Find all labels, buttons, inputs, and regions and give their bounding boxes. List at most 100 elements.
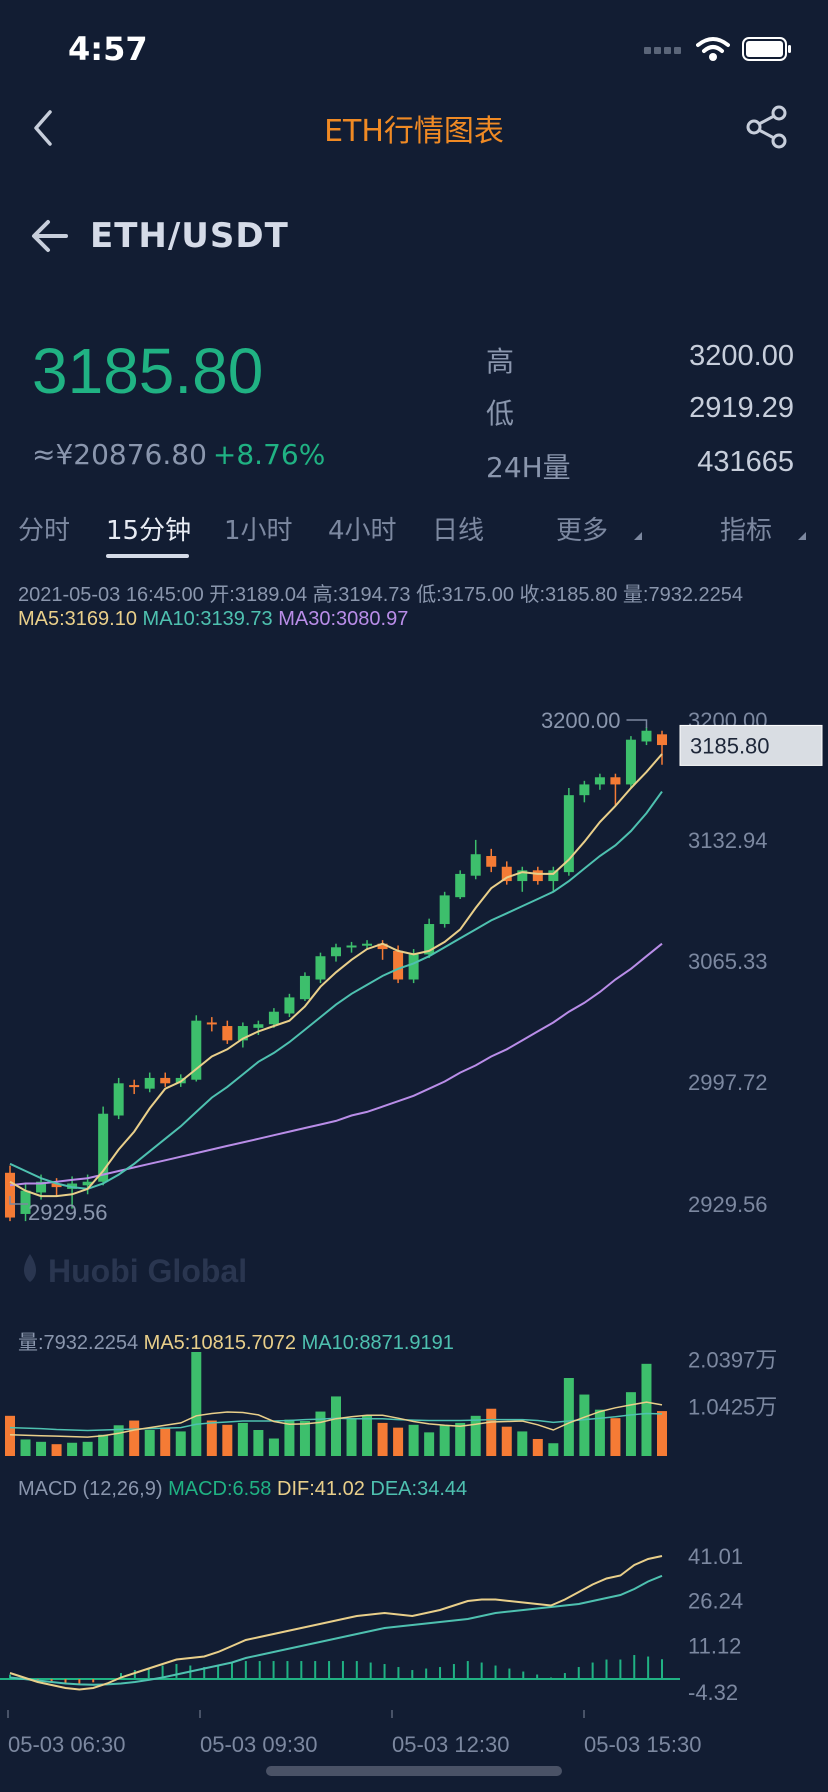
share-icon[interactable] [744, 104, 790, 150]
candle-body [113, 1083, 124, 1116]
candle-body [237, 1026, 248, 1041]
tab-15min[interactable]: 15分钟 [106, 516, 192, 546]
tab-4hour[interactable]: 4小时 [328, 516, 397, 546]
tab-daily[interactable]: 日线 [432, 516, 485, 546]
volume-bar [299, 1421, 310, 1456]
candle-body [548, 870, 559, 882]
volume-bar [20, 1439, 31, 1456]
candle-body [470, 854, 481, 876]
tab-timeshare[interactable]: 分时 [18, 516, 71, 546]
volume-bar [362, 1415, 373, 1456]
volume-bar [113, 1425, 124, 1456]
macd-params: MACD (12,26,9) [18, 1478, 163, 1500]
time-axis-label: 05-03 12:30 [392, 1732, 509, 1757]
ma5-value: MA5:3169.10 [18, 608, 137, 630]
tab-more[interactable]: 更多 [556, 516, 609, 546]
macd-axis-tick: 11.12 [688, 1634, 741, 1659]
dif-line [9, 1555, 663, 1691]
volume-bar [160, 1427, 171, 1456]
candle-body [268, 1011, 279, 1025]
back-chevron-icon[interactable] [26, 106, 66, 150]
volume-bar [67, 1442, 78, 1456]
candle-body [610, 777, 621, 785]
candle-body [331, 947, 341, 957]
pair-name[interactable]: ETH/USDT [90, 216, 289, 256]
candle-body [20, 1190, 31, 1214]
watermark-text: Huobi Global [48, 1253, 247, 1289]
volume-ma5: MA5:10815.7072 [143, 1332, 297, 1354]
tab-1hour[interactable]: 1小时 [224, 516, 293, 546]
interval-tabs: 分时 15分钟 1小时 4小时 日线 更多 指标 [0, 510, 828, 560]
volume-bar [268, 1438, 279, 1456]
ma30-line [9, 942, 663, 1187]
price-axis-tick: 2997.72 [688, 1070, 768, 1095]
macd-axis-tick: 41.01 [688, 1544, 743, 1569]
cny-price: ≈¥20876.80 [32, 438, 207, 471]
min-marker-line [9, 1196, 28, 1205]
last-price: 3185.80 [32, 335, 264, 407]
status-icons [644, 36, 792, 62]
dea-line [9, 1574, 663, 1686]
candle-body [299, 975, 310, 1000]
candle-body [284, 997, 295, 1014]
volume-24h-label: 24H量 [486, 451, 571, 484]
min-price-label: 2929.56 [28, 1200, 108, 1225]
price-subline: ≈¥20876.80 +8.76% [32, 438, 325, 471]
candle-body [517, 870, 528, 882]
candle-body [82, 1181, 93, 1186]
volume-bar [439, 1425, 450, 1456]
candle-body [129, 1085, 140, 1088]
candle-body [253, 1024, 264, 1028]
price-change: +8.76% [212, 438, 326, 471]
volume-bar [594, 1409, 605, 1456]
max-marker-line [626, 719, 648, 728]
ma10-line [9, 791, 663, 1190]
candle-body [439, 895, 450, 925]
candle-body [455, 873, 466, 898]
page-title: ETH行情图表 [324, 114, 504, 149]
low-label: 低 [486, 397, 515, 430]
arrow-left-icon[interactable] [30, 216, 70, 256]
macd-axis-tick: 26.24 [688, 1588, 743, 1613]
volume-bar [424, 1432, 435, 1456]
high-value: 3200.00 [689, 340, 794, 372]
max-price-label: 3200.00 [541, 708, 621, 733]
volume-bar [579, 1394, 590, 1456]
volume-24h-value: 431665 [697, 446, 794, 478]
volume-bar [563, 1378, 574, 1456]
volume-bar [408, 1424, 419, 1456]
candle-body [36, 1181, 47, 1193]
home-indicator [266, 1766, 562, 1776]
indicators-dropdown-icon [798, 532, 806, 540]
time-axis-label: 05-03 06:30 [8, 1732, 125, 1757]
volume-bar [144, 1430, 155, 1456]
candle-body [579, 784, 590, 796]
candle-body [144, 1077, 155, 1089]
candle-body [315, 956, 326, 980]
volume-bar [315, 1411, 326, 1456]
price-axis-tick: 2929.56 [688, 1192, 768, 1217]
macd-axis-tick: -4.32 [688, 1680, 738, 1705]
ma10-value: MA10:3139.73 [142, 608, 273, 630]
candle-body [594, 777, 605, 785]
dif-value: DIF:41.02 [277, 1478, 365, 1500]
kline-ma-info: MA5:3169.10 MA10:3139.73 MA30:3080.97 [18, 608, 408, 631]
volume-bar [470, 1415, 481, 1456]
tab-indicators[interactable]: 指标 [720, 516, 773, 546]
cellular-signal-icon [644, 47, 681, 54]
battery-icon [742, 37, 791, 61]
volume-bar [129, 1420, 140, 1456]
candle-body [98, 1113, 109, 1182]
volume-ma5-line [9, 1401, 663, 1438]
kline-ohlc-info: 2021-05-03 16:45:00 开:3189.04 高:3194.73 … [18, 584, 743, 606]
volume-bar [5, 1415, 15, 1456]
volume-bar [331, 1396, 341, 1456]
candle-body [563, 795, 574, 873]
macd-value: MACD:6.58 [168, 1478, 272, 1500]
volume-bar [175, 1431, 186, 1456]
candle-body [377, 943, 388, 950]
volume-bar [346, 1419, 357, 1456]
volume-bar [253, 1430, 264, 1456]
dea-value: DEA:34.44 [370, 1478, 468, 1500]
